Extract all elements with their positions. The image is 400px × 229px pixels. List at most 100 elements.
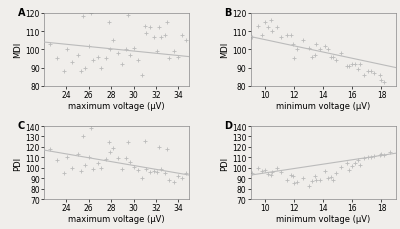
Point: [343, 65, 350, 68]
Point: [368, 156, 374, 159]
Point: [82, 163, 88, 167]
Point: [106, 21, 112, 25]
Point: [170, 50, 177, 54]
Point: [333, 172, 340, 175]
Point: [98, 66, 104, 70]
Point: [107, 48, 113, 52]
Point: [355, 159, 361, 163]
Point: [300, 177, 306, 180]
Point: [154, 170, 160, 174]
Point: [290, 43, 296, 46]
X-axis label: maximum voltage (μV): maximum voltage (μV): [68, 214, 165, 223]
Point: [371, 72, 377, 76]
Point: [330, 179, 337, 182]
Point: [349, 63, 356, 66]
Point: [125, 140, 131, 144]
Point: [139, 74, 146, 77]
Point: [54, 159, 61, 163]
Point: [377, 154, 383, 157]
Point: [249, 172, 255, 175]
Y-axis label: PDI: PDI: [220, 156, 229, 170]
X-axis label: minimum voltage (μV): minimum voltage (μV): [276, 214, 370, 223]
Point: [158, 167, 165, 171]
Point: [110, 39, 116, 43]
Point: [338, 52, 344, 56]
Point: [80, 16, 86, 19]
Point: [78, 169, 84, 173]
Point: [178, 177, 185, 180]
Point: [333, 59, 340, 63]
Point: [46, 147, 53, 151]
Point: [82, 66, 88, 70]
Point: [139, 177, 146, 180]
Point: [361, 157, 367, 161]
Point: [291, 57, 297, 61]
Point: [278, 35, 284, 39]
Point: [371, 155, 377, 158]
Point: [284, 34, 290, 37]
Point: [175, 56, 182, 59]
Point: [249, 35, 255, 39]
Point: [387, 151, 393, 154]
Point: [158, 35, 165, 39]
Point: [265, 27, 271, 30]
Point: [102, 57, 109, 61]
Point: [69, 166, 75, 170]
Point: [346, 168, 353, 172]
Point: [175, 174, 182, 178]
Point: [294, 48, 300, 52]
Point: [327, 56, 334, 59]
Point: [127, 160, 133, 164]
Point: [311, 54, 318, 57]
Point: [183, 39, 189, 43]
Point: [110, 147, 116, 150]
Point: [259, 169, 265, 173]
Point: [365, 70, 372, 74]
Point: [88, 127, 94, 130]
Point: [317, 48, 324, 52]
Point: [378, 153, 385, 156]
Point: [61, 172, 67, 175]
Point: [106, 140, 112, 144]
Point: [262, 168, 268, 172]
Point: [322, 45, 328, 48]
Point: [274, 27, 280, 30]
Point: [54, 57, 61, 61]
Point: [255, 25, 261, 28]
Point: [294, 181, 300, 184]
Point: [349, 164, 356, 168]
Point: [143, 32, 149, 35]
Point: [330, 56, 337, 59]
Point: [269, 30, 276, 34]
Point: [78, 70, 84, 74]
X-axis label: maximum voltage (μV): maximum voltage (μV): [68, 102, 165, 111]
Point: [135, 59, 141, 63]
Point: [147, 170, 154, 174]
Point: [378, 79, 385, 83]
Point: [90, 59, 96, 63]
Point: [142, 139, 148, 143]
Point: [61, 70, 67, 74]
Point: [268, 174, 274, 177]
Point: [308, 56, 315, 59]
Point: [170, 181, 177, 184]
Point: [387, 88, 393, 92]
Point: [130, 165, 137, 169]
Point: [115, 52, 121, 56]
Point: [156, 27, 162, 30]
Point: [265, 172, 271, 176]
Point: [122, 48, 129, 52]
Point: [306, 46, 312, 50]
Point: [69, 61, 75, 65]
Point: [352, 161, 358, 165]
Point: [255, 166, 261, 170]
Point: [74, 153, 81, 156]
Point: [291, 182, 297, 185]
Point: [361, 74, 367, 77]
Text: B: B: [224, 8, 232, 18]
Point: [365, 156, 372, 159]
Y-axis label: MDI: MDI: [220, 42, 229, 58]
Point: [317, 179, 324, 182]
Point: [115, 157, 121, 161]
Point: [164, 21, 170, 25]
